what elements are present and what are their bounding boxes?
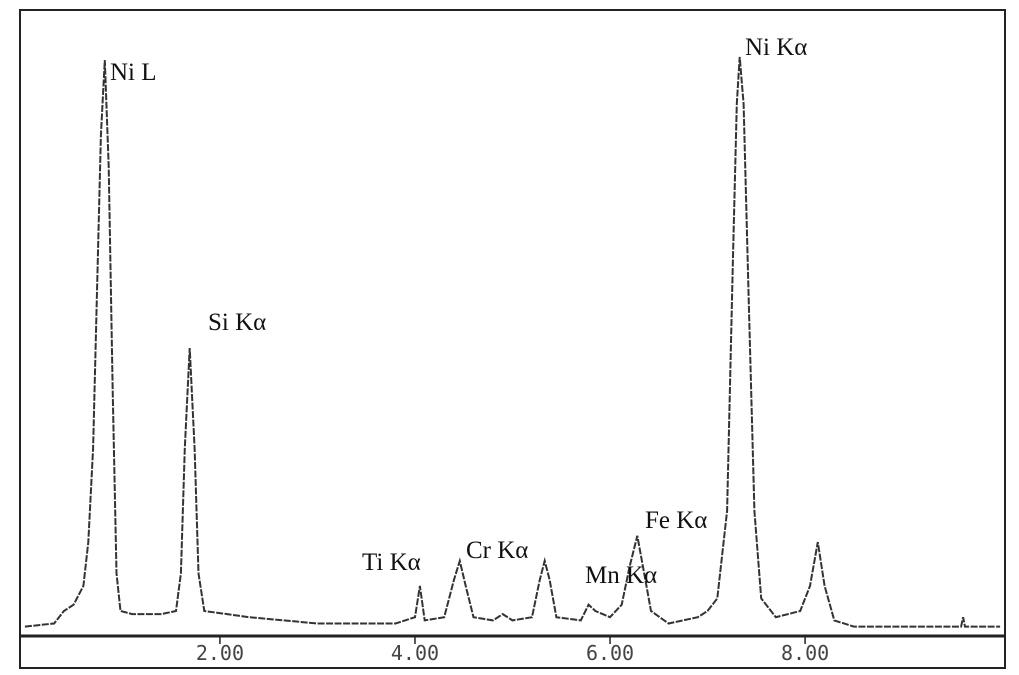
spectrum-line <box>24 56 1001 628</box>
x-tick-label: 4.00 <box>391 641 439 665</box>
x-tick-label: 6.00 <box>586 641 634 665</box>
frame <box>19 9 1006 669</box>
peak-label: Ni Kα <box>745 34 807 61</box>
peak-label: Ni L <box>110 59 157 86</box>
peak-label: Cr Kα <box>466 537 528 564</box>
peak-label: Mn Kα <box>585 562 657 589</box>
peak-label: Ti Kα <box>362 549 421 576</box>
x-tick-label: 8.00 <box>781 641 829 665</box>
x-tick-label: 2.00 <box>196 641 244 665</box>
peak-label: Si Kα <box>208 309 266 336</box>
peak-label: Fe Kα <box>645 507 707 534</box>
